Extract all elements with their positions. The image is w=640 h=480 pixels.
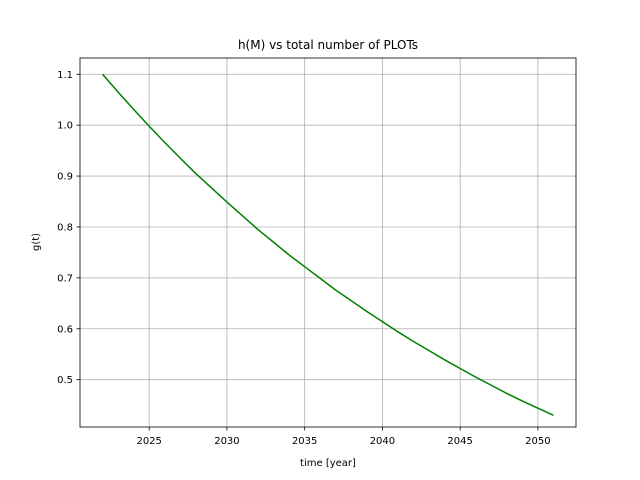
x-tick-label: 2040 [370,436,395,447]
y-axis-ticks: 0.5 0.6 0.7 0.8 0.9 1.0 1.1 [57,70,80,386]
y-tick-label: 0.5 [57,375,73,386]
x-tick-label: 2030 [214,436,239,447]
x-tick-label: 2025 [136,436,161,447]
chart-title: h(M) vs total number of PLOTs [238,38,418,52]
x-tick-label: 2045 [447,436,472,447]
grid [80,58,576,427]
y-tick-label: 1.0 [57,121,73,132]
y-axis-label: g(t) [31,233,42,251]
x-axis-ticks: 2025 2030 2035 2040 2045 2050 [136,427,551,447]
x-axis-label: time [year] [300,458,356,469]
y-tick-label: 0.6 [57,324,73,335]
y-tick-label: 0.9 [57,172,73,183]
series-line [101,73,554,416]
x-tick-label: 2050 [525,436,550,447]
y-tick-label: 0.8 [57,222,73,233]
plot-series [101,73,554,416]
x-tick-label: 2035 [292,436,317,447]
plot-frame [79,57,577,428]
y-tick-label: 0.7 [57,273,73,284]
y-tick-label: 1.1 [57,70,73,81]
